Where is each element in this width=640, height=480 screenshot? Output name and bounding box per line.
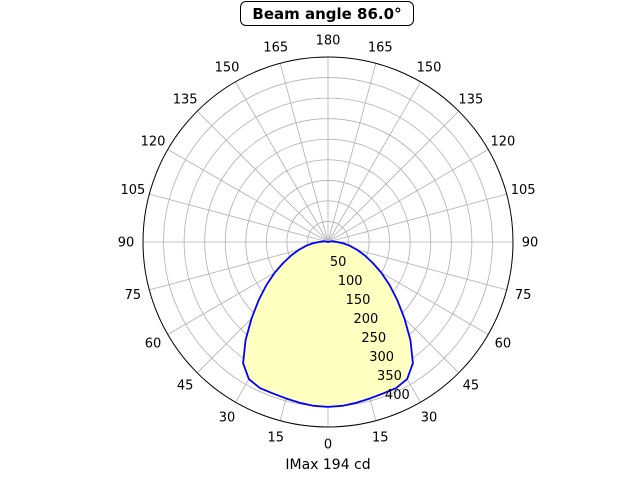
angular-gridline (327, 63, 377, 243)
angle-tick-label: 165 (368, 40, 393, 55)
angle-tick-label: 90 (118, 236, 135, 251)
chart-title: Beam angle 86.0° (240, 1, 414, 26)
angle-tick-label: 75 (515, 288, 532, 303)
angle-tick-label: 90 (522, 236, 539, 251)
angular-gridline (149, 193, 329, 243)
radial-tick-label: 200 (353, 312, 378, 327)
angle-tick-label: 30 (219, 410, 236, 425)
angular-gridline (327, 193, 507, 243)
angle-tick-label: 150 (417, 61, 442, 76)
angle-tick-label: 120 (141, 135, 166, 150)
radial-tick-label: 300 (369, 350, 394, 365)
intensity-line (242, 240, 414, 408)
angle-tick-label: 135 (458, 93, 483, 108)
radial-tick-label: 100 (338, 274, 363, 289)
angular-gridline (327, 81, 421, 243)
angular-gridline (167, 149, 329, 243)
angle-tick-label: 60 (145, 337, 162, 352)
x-axis-label: IMax 194 cd (285, 457, 371, 473)
angle-tick-label: 0 (324, 438, 332, 453)
data-layer (242, 240, 414, 408)
radial-tick-label: 250 (361, 331, 386, 346)
intensity-fill (243, 241, 413, 407)
angle-tick-label: 75 (125, 288, 142, 303)
angle-tick-label: 15 (267, 431, 284, 446)
angle-tick-label: 135 (173, 93, 198, 108)
angle-tick-label: 165 (263, 40, 288, 55)
angle-tick-label: 30 (421, 410, 438, 425)
radial-tick-label: 350 (377, 369, 402, 384)
angular-gridline (279, 63, 329, 243)
tick-labels: 0 15 30 45 60 75 90 105 120 135 150 165 180 165 150 135… (118, 34, 539, 453)
radial-tick-label: 50 (330, 255, 347, 270)
angle-tick-label: 105 (511, 183, 536, 198)
angle-tick-label: 105 (120, 183, 145, 198)
angle-tick-label: 60 (495, 337, 512, 352)
angle-tick-label: 45 (177, 378, 194, 393)
radial-tick-label: 400 (385, 388, 410, 403)
angular-gridline (327, 149, 489, 243)
angle-tick-label: 150 (215, 61, 240, 76)
polar-frame (142, 56, 514, 428)
angular-gridline (235, 81, 329, 243)
angle-tick-label: 45 (463, 378, 480, 393)
radial-tick-label: 150 (346, 293, 371, 308)
angle-tick-label: 120 (491, 135, 516, 150)
angle-tick-label: 15 (372, 431, 389, 446)
angular-gridline (196, 110, 329, 243)
angle-tick-label: 180 (316, 34, 341, 49)
angular-gridline (327, 110, 460, 243)
